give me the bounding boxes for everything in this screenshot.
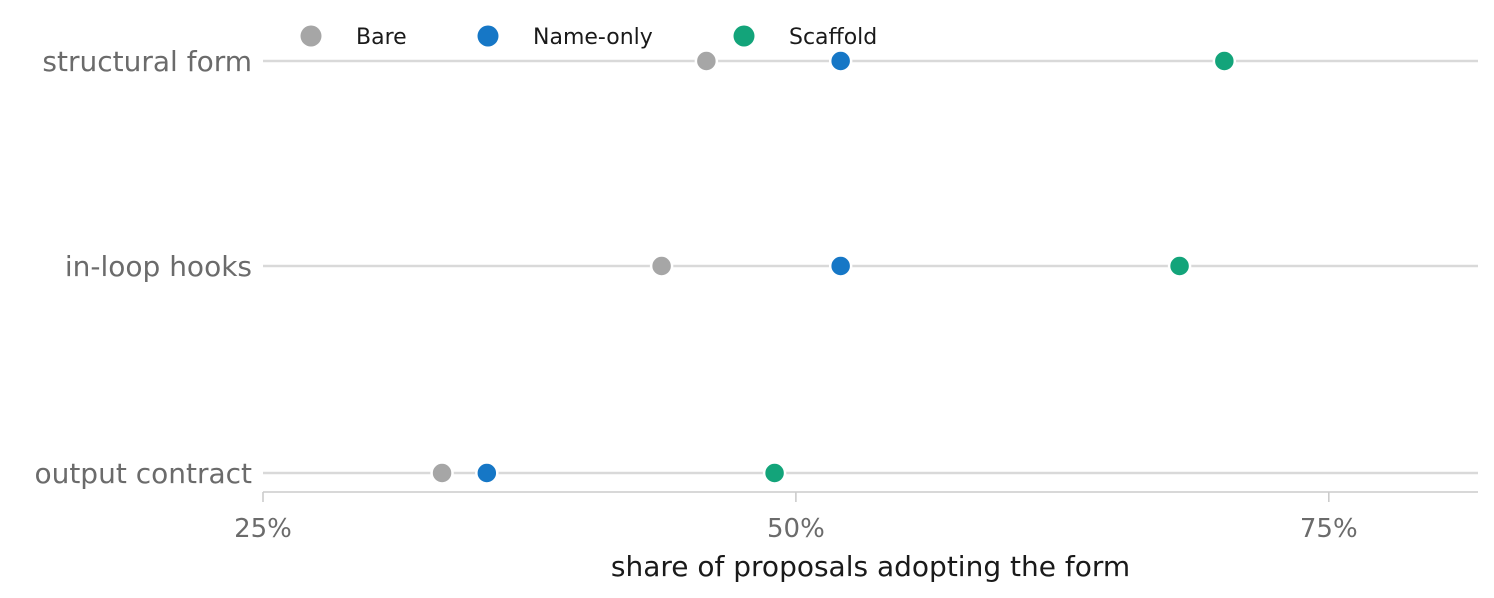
data-point-name-only xyxy=(828,254,853,278)
data-point-bare xyxy=(694,49,719,73)
category-label: in-loop hooks xyxy=(65,250,252,283)
category-label: structural form xyxy=(42,45,252,78)
x-tick-label: 75% xyxy=(1300,514,1358,544)
data-point-bare xyxy=(649,254,674,278)
legend: Bare Name-only Scaffold xyxy=(300,25,877,50)
x-tick-label: 50% xyxy=(767,514,825,544)
data-point-name-only xyxy=(475,461,499,485)
data-point-name-only xyxy=(828,49,853,73)
legend-label: Name-only xyxy=(533,25,653,50)
legend-label: Bare xyxy=(356,25,407,50)
data-point-scaffold xyxy=(1167,254,1192,278)
legend-label: Scaffold xyxy=(789,25,877,50)
x-axis: 25% 50% 75% xyxy=(234,491,1478,544)
x-tick-label: 25% xyxy=(234,514,292,544)
data-points xyxy=(430,49,1237,485)
data-point-bare xyxy=(430,461,454,485)
category-label: output contract xyxy=(34,457,252,490)
legend-marker xyxy=(477,25,499,47)
legend-marker xyxy=(733,25,755,47)
legend-marker xyxy=(300,25,322,47)
x-axis-label: share of proposals adopting the form xyxy=(611,550,1130,583)
data-point-scaffold xyxy=(762,461,787,485)
category-rows: structural form in-loop hooks output contr… xyxy=(34,45,1478,490)
data-point-scaffold xyxy=(1212,49,1237,73)
